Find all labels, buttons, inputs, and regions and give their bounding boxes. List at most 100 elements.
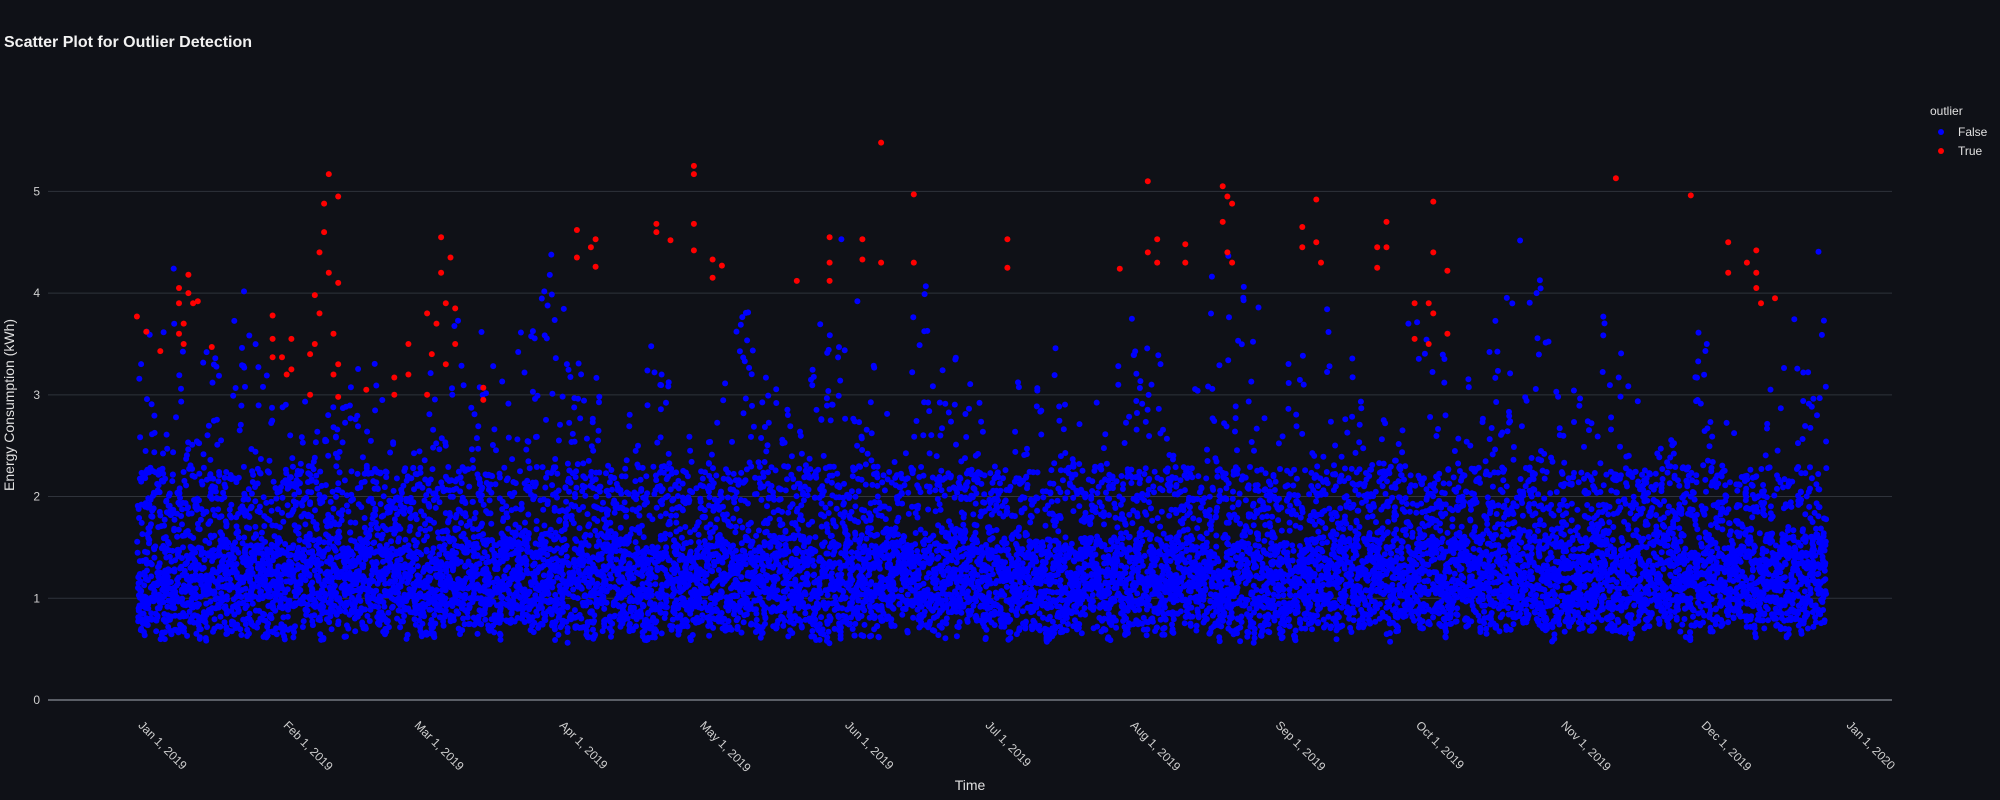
point-false <box>402 465 409 472</box>
point-false <box>691 561 698 568</box>
point-false <box>164 445 171 452</box>
point-false <box>770 533 777 539</box>
point-false <box>238 632 245 638</box>
point-false <box>316 614 323 621</box>
point-false <box>638 487 645 494</box>
point-false <box>485 510 491 517</box>
point-false <box>387 564 394 571</box>
point-false <box>770 577 777 584</box>
point-false <box>649 516 656 523</box>
point-false <box>645 610 651 617</box>
point-false <box>679 506 686 513</box>
point-false <box>139 557 146 564</box>
point-false <box>196 526 203 533</box>
point-false <box>308 594 315 601</box>
point-false <box>611 584 618 591</box>
point-false <box>192 571 199 578</box>
point-false <box>630 494 637 500</box>
point-false <box>679 480 686 487</box>
point-false <box>592 476 599 483</box>
point-false <box>397 497 404 504</box>
point-false <box>171 568 178 575</box>
point-false <box>780 622 787 629</box>
point-false <box>354 412 361 419</box>
point-false <box>666 518 673 525</box>
point-false <box>603 599 610 606</box>
point-false <box>729 438 735 445</box>
point-false <box>493 447 499 454</box>
point-false <box>183 613 189 619</box>
point-false <box>268 498 275 505</box>
point-false <box>282 401 289 408</box>
point-false <box>211 616 218 623</box>
point-false <box>485 575 492 582</box>
point-false <box>636 505 643 512</box>
point-false <box>349 551 356 558</box>
point-false <box>317 468 324 475</box>
point-false <box>302 521 309 528</box>
point-false <box>533 526 540 533</box>
point-false <box>251 583 257 590</box>
point-false <box>209 558 215 564</box>
point-false <box>336 469 343 476</box>
point-false <box>328 597 334 604</box>
point-false <box>304 601 311 608</box>
point-false <box>338 511 344 518</box>
point-false <box>799 517 806 524</box>
point-false <box>176 485 183 492</box>
point-false <box>270 478 277 485</box>
point-false <box>580 504 586 510</box>
point-false <box>378 598 384 605</box>
point-false <box>317 500 324 507</box>
point-false <box>352 628 359 635</box>
point-false <box>345 625 352 632</box>
point-false <box>476 481 483 488</box>
point-false <box>387 505 393 512</box>
point-false <box>289 573 296 580</box>
point-false <box>262 538 269 545</box>
point-false <box>359 454 366 461</box>
point-false <box>377 501 384 507</box>
point-false <box>266 517 273 524</box>
point-false <box>462 577 468 584</box>
point-false <box>333 493 339 500</box>
point-false <box>255 596 262 603</box>
point-false <box>518 546 525 553</box>
point-false <box>564 639 571 646</box>
point-false <box>239 344 245 351</box>
point-false <box>820 452 827 459</box>
point-false <box>810 562 817 569</box>
point-false <box>471 515 478 522</box>
point-false <box>265 620 272 627</box>
point-false <box>349 563 356 570</box>
point-false <box>288 602 295 608</box>
point-false <box>617 524 624 531</box>
point-false <box>469 498 476 505</box>
point-false <box>305 541 312 548</box>
point-false <box>632 478 639 485</box>
point-false <box>581 397 587 404</box>
point-false <box>469 457 476 463</box>
point-false <box>491 542 498 548</box>
point-false <box>636 512 643 519</box>
point-false <box>787 423 794 430</box>
point-false <box>447 584 454 591</box>
point-false <box>687 539 694 545</box>
point-false <box>413 555 420 562</box>
point-false <box>579 488 586 495</box>
point-false <box>601 605 608 612</box>
point-false <box>183 455 190 462</box>
point-false <box>248 565 255 572</box>
point-false <box>199 616 206 623</box>
point-false <box>217 623 224 630</box>
point-false <box>254 480 261 487</box>
point-false <box>417 464 424 471</box>
point-false <box>728 626 735 633</box>
point-false <box>521 369 528 376</box>
point-false <box>501 464 508 471</box>
point-false <box>159 465 166 472</box>
point-false <box>802 591 809 598</box>
point-false <box>221 619 228 626</box>
point-false <box>748 433 754 440</box>
